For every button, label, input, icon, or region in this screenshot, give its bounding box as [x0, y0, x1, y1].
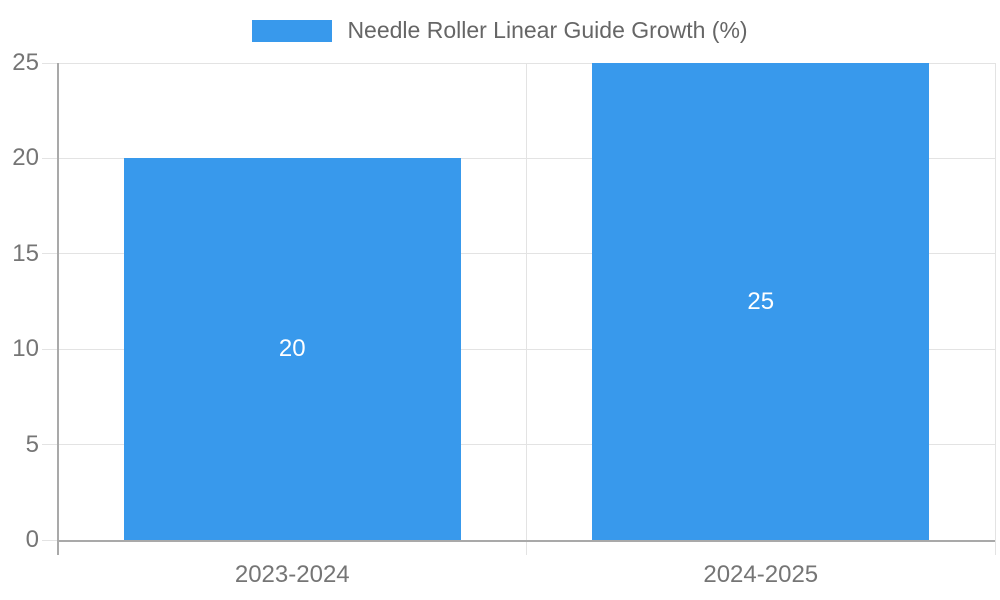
x-gridline: [526, 63, 527, 555]
y-gridline: [42, 348, 995, 350]
y-gridline: [42, 157, 995, 159]
y-tick-label: 20: [12, 144, 39, 172]
y-tick-label: 25: [12, 49, 39, 76]
y-gridline: [42, 253, 995, 255]
y-tick-label: 15: [12, 239, 39, 267]
bar-value-label: 20: [278, 335, 306, 363]
y-tick-label: 5: [25, 430, 39, 458]
bar[interactable]: 20: [123, 158, 461, 540]
y-tick-label: 0: [25, 526, 39, 553]
x-category-label: 2023-2024: [234, 561, 350, 588]
y-axis-line: [57, 63, 59, 555]
y-tick-mark: [42, 539, 58, 541]
bar[interactable]: 25: [592, 63, 930, 540]
y-gridline: [42, 444, 995, 446]
legend-label: Needle Roller Linear Guide Growth (%): [347, 17, 748, 43]
x-axis-line: [58, 540, 995, 542]
legend-swatch[interactable]: [252, 19, 333, 42]
x-category-label: 2024-2025: [703, 561, 819, 588]
legend[interactable]: Needle Roller Linear Guide Growth (%): [0, 17, 1000, 44]
y-tick-label: 10: [12, 335, 39, 363]
bar-value-label: 25: [747, 287, 775, 315]
x-gridline: [994, 63, 996, 555]
y-gridline: [42, 62, 995, 64]
